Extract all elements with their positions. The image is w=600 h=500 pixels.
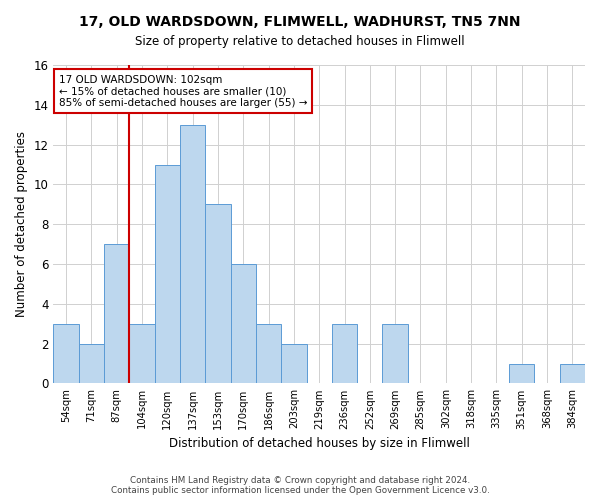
Bar <box>130 324 155 384</box>
Bar <box>382 324 408 384</box>
Bar <box>155 164 180 384</box>
Bar <box>332 324 357 384</box>
Bar <box>256 324 281 384</box>
Bar <box>560 364 585 384</box>
Bar <box>205 204 230 384</box>
Text: 17 OLD WARDSDOWN: 102sqm
← 15% of detached houses are smaller (10)
85% of semi-d: 17 OLD WARDSDOWN: 102sqm ← 15% of detach… <box>59 74 307 108</box>
Bar <box>180 124 205 384</box>
Bar <box>79 344 104 384</box>
Bar <box>281 344 307 384</box>
Bar <box>230 264 256 384</box>
Bar <box>104 244 130 384</box>
Text: Size of property relative to detached houses in Flimwell: Size of property relative to detached ho… <box>135 35 465 48</box>
Bar <box>509 364 535 384</box>
Text: 17, OLD WARDSDOWN, FLIMWELL, WADHURST, TN5 7NN: 17, OLD WARDSDOWN, FLIMWELL, WADHURST, T… <box>79 15 521 29</box>
X-axis label: Distribution of detached houses by size in Flimwell: Distribution of detached houses by size … <box>169 437 470 450</box>
Text: Contains HM Land Registry data © Crown copyright and database right 2024.
Contai: Contains HM Land Registry data © Crown c… <box>110 476 490 495</box>
Bar <box>53 324 79 384</box>
Y-axis label: Number of detached properties: Number of detached properties <box>15 131 28 317</box>
